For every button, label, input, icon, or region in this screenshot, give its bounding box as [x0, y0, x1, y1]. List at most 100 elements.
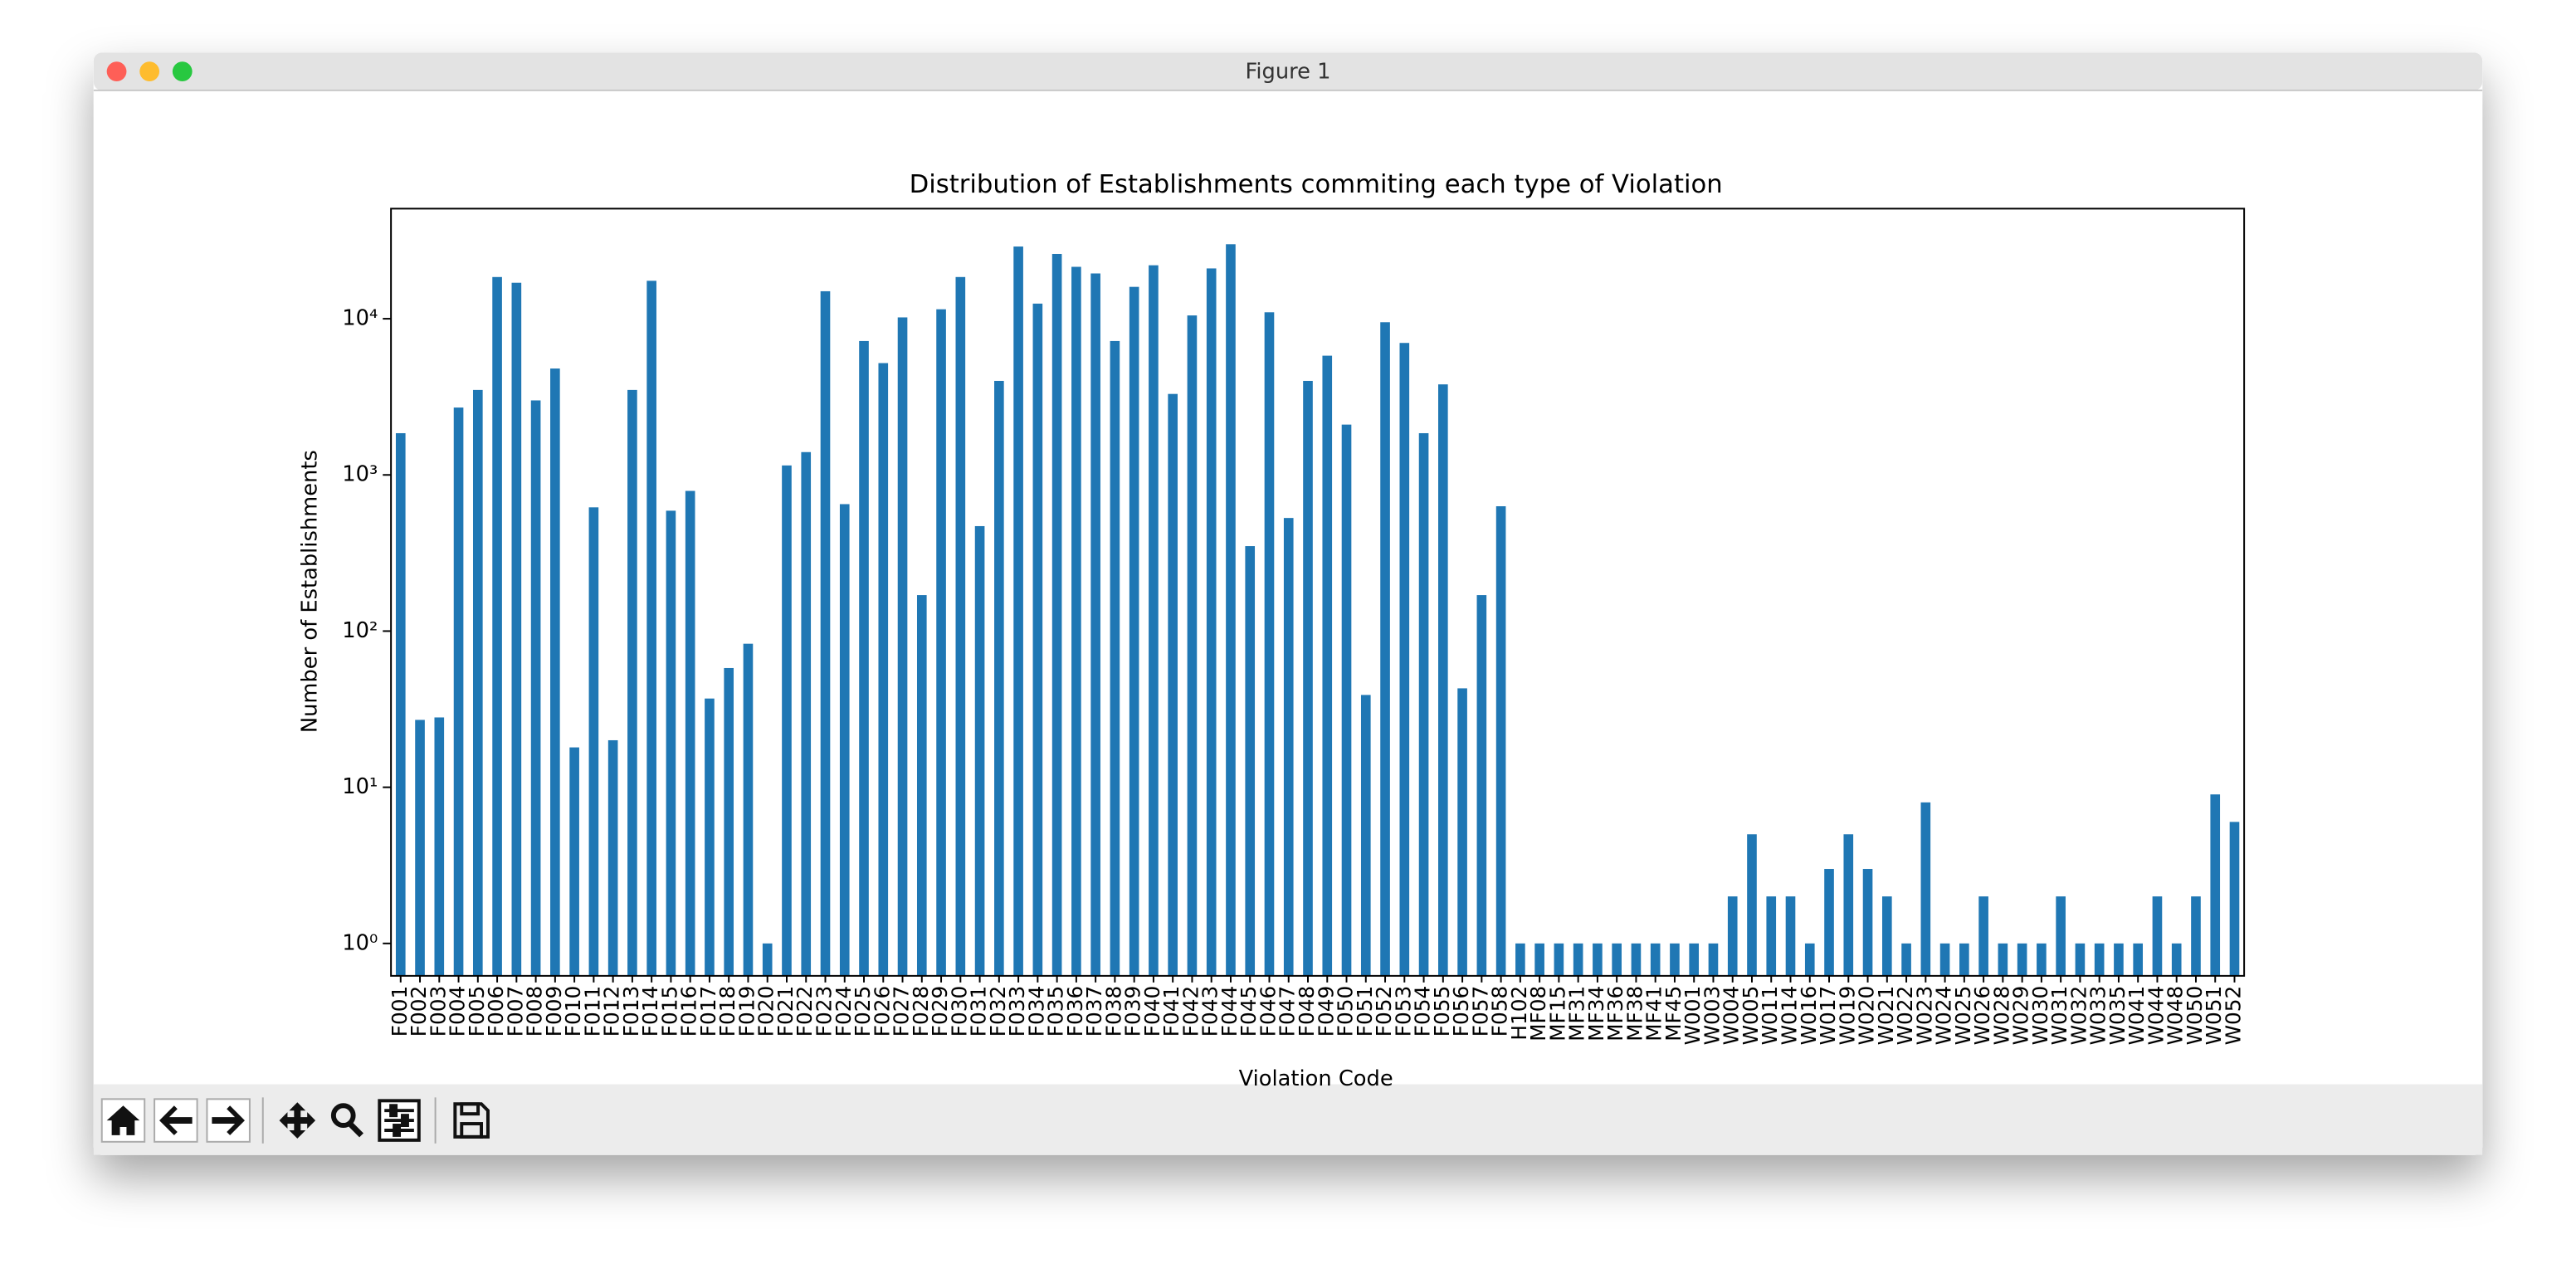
bar: [1438, 384, 1448, 976]
x-tick-label: F027: [890, 986, 914, 1037]
bar: [472, 389, 483, 976]
bar: [762, 943, 773, 976]
bar: [936, 309, 946, 976]
x-tick-label: W025: [1951, 986, 1975, 1046]
bar: [1708, 943, 1719, 976]
x-tick-label: F037: [1082, 986, 1106, 1037]
x-tick-label: F021: [773, 986, 798, 1037]
minimize-button[interactable]: [139, 61, 160, 81]
bar: [1862, 869, 1873, 976]
bar: [1495, 506, 1506, 976]
y-tick-label: 10⁰: [342, 930, 378, 955]
bar: [1631, 943, 1642, 976]
save-button[interactable]: [453, 1102, 490, 1139]
bar: [2094, 943, 2105, 976]
close-button[interactable]: [106, 61, 127, 81]
bar: [1071, 266, 1081, 976]
pan-button[interactable]: [279, 1102, 316, 1139]
configure-button[interactable]: [378, 1099, 421, 1142]
x-tick-label: MF31: [1565, 986, 1589, 1042]
x-tick-label: F023: [812, 986, 836, 1037]
x-tick-label: MF41: [1642, 986, 1666, 1042]
x-tick-label: F010: [561, 986, 585, 1037]
x-tick-label: F049: [1314, 986, 1338, 1037]
bar: [1476, 595, 1487, 976]
x-tick-label: F026: [870, 986, 894, 1037]
toolbar: [93, 1084, 2483, 1155]
bar: [1245, 546, 1256, 976]
bar: [453, 407, 464, 976]
home-icon: [106, 1105, 140, 1135]
x-tick-label: F024: [832, 986, 856, 1037]
bar: [1747, 834, 1757, 976]
x-tick-label: W014: [1778, 986, 1802, 1046]
x-tick-label: F030: [947, 986, 971, 1037]
y-tick-label: 10¹: [342, 774, 378, 799]
bar: [1090, 273, 1100, 976]
bar: [1206, 268, 1217, 976]
x-tick-label: W017: [1816, 986, 1840, 1046]
x-tick-label: W050: [2183, 986, 2207, 1046]
bar: [2152, 896, 2163, 976]
x-tick-label: F009: [542, 986, 566, 1037]
x-tick-label: F014: [638, 986, 662, 1037]
bar: [1727, 896, 1738, 976]
x-tick-label: W004: [1720, 986, 1744, 1046]
bar: [801, 451, 812, 976]
x-tick-label: W035: [2105, 986, 2130, 1046]
x-tick-label: F002: [407, 986, 431, 1037]
x-tick-label: F046: [1256, 986, 1280, 1037]
zoom-button[interactable]: [172, 61, 193, 81]
x-tick-label: F028: [909, 986, 933, 1037]
bar: [916, 595, 927, 976]
bar: [2056, 896, 2066, 976]
bar: [550, 368, 560, 976]
bar: [994, 380, 1004, 976]
x-tick-label: F001: [388, 986, 412, 1037]
bar: [1515, 943, 1525, 976]
zoom-tool-button[interactable]: [330, 1103, 356, 1128]
bar: [974, 525, 985, 976]
x-tick-label: F017: [696, 986, 720, 1037]
x-tick-label: MF34: [1584, 986, 1608, 1042]
bar: [666, 510, 676, 976]
x-tick-label: F033: [1005, 986, 1029, 1037]
bar: [897, 317, 908, 976]
x-tick-label: MF38: [1622, 986, 1647, 1042]
bar: [2229, 822, 2240, 976]
x-tick-label: F036: [1063, 986, 1087, 1037]
bar: [1303, 380, 1313, 976]
bar: [1824, 869, 1834, 976]
bar: [646, 281, 656, 976]
x-tick-label: W048: [2164, 986, 2188, 1046]
title-bar: [93, 52, 2483, 90]
x-tick-label: W051: [2202, 986, 2226, 1046]
bar: [1554, 943, 1564, 976]
bar: [1032, 303, 1043, 976]
bar: [1881, 896, 1892, 976]
bar: [1380, 322, 1390, 976]
bar: [1418, 432, 1429, 976]
y-tick-label: 10²: [342, 618, 378, 643]
window-title: Figure 1: [1245, 60, 1330, 85]
y-axis-label: Number of Establishments: [298, 450, 323, 733]
x-tick-label: W031: [2047, 986, 2071, 1046]
bar: [1650, 943, 1661, 976]
bar: [1785, 896, 1796, 976]
x-tick-label: F012: [600, 986, 624, 1037]
x-tick-label: F041: [1159, 986, 1183, 1037]
bar: [839, 504, 850, 976]
x-tick-label: F052: [1372, 986, 1396, 1037]
bar: [878, 363, 889, 976]
bar: [2210, 794, 2221, 976]
bar: [627, 389, 637, 976]
x-tick-label: F040: [1140, 986, 1164, 1037]
x-tick-label: F022: [793, 986, 817, 1037]
x-tick-label: F043: [1198, 986, 1222, 1037]
x-tick-label: F050: [1334, 986, 1358, 1037]
x-tick-label: F054: [1411, 986, 1435, 1037]
x-tick-label: F011: [580, 986, 604, 1037]
bar: [1689, 943, 1700, 976]
x-tick-label: W021: [1874, 986, 1898, 1046]
bar: [569, 747, 579, 976]
